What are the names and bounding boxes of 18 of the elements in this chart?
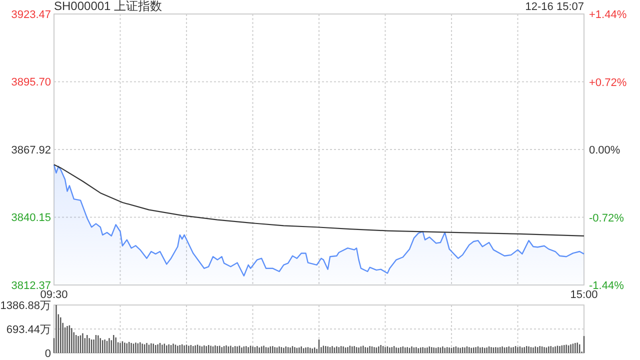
text: 12-16 15:07: [525, 1, 584, 13]
y-tick-label: 3895.70: [11, 76, 51, 89]
y-tick-label: 3923.47: [11, 9, 51, 21]
y-tick-label: 3867.92: [11, 144, 51, 156]
x-tick-label: 15:00: [570, 289, 598, 301]
y2-tick-label: 0.00%: [589, 144, 620, 156]
y2-tick-label: +1.44%: [589, 9, 627, 21]
line-series: [53, 164, 585, 236]
y-tick-label: 1386.88万: [0, 300, 51, 312]
y-tick-label: 3812.37: [11, 280, 51, 292]
y2-tick-label: -1.44%: [589, 280, 624, 292]
y-tick-label: 693.44万: [6, 324, 51, 336]
x-tick-label: 09:30: [40, 289, 68, 301]
y2-tick-label: +0.72%: [589, 76, 627, 89]
chart-title: SH000001 上证指数: [54, 0, 162, 13]
y2-tick-label: -0.72%: [589, 212, 624, 224]
y-tick-label: 3840.15: [11, 212, 51, 224]
y-tick-label: 0: [44, 348, 51, 360]
